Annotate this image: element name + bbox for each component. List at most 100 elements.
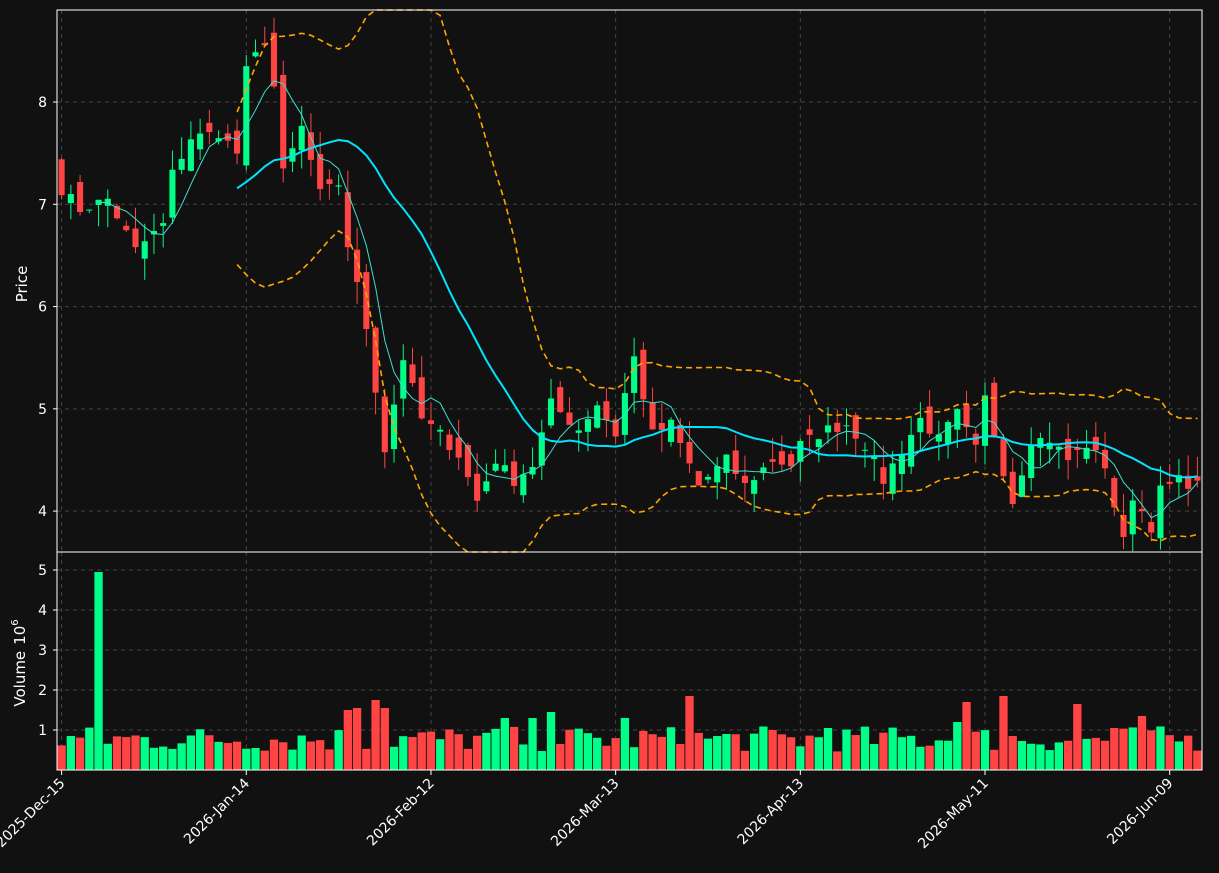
candle-body [418,377,425,419]
candle-body [963,404,970,428]
grid-layer [57,10,1202,770]
candle-body [400,360,407,399]
volume-bar [519,744,528,770]
panel-frames [56,9,1203,771]
volume-bar [786,737,796,770]
volume-bar [195,729,205,770]
volume-bar [1110,728,1119,770]
candle-body [187,139,194,171]
volume-axis-label: Volume 106 [10,619,29,706]
volume-bar [269,739,279,770]
volume-bar [325,749,334,770]
candle-body [289,148,296,162]
volume-bar [934,740,943,770]
slow-ma-line [236,138,1198,479]
candle-body [538,432,545,466]
candle-body [861,449,869,451]
volume-bar [796,746,805,770]
candle-body [150,231,158,235]
candle-body [898,454,905,475]
candle-body [603,401,610,420]
volume-bar [1156,726,1165,770]
candle-body [77,182,84,213]
candle-body [566,412,573,425]
volume-bar [750,733,759,770]
candle-body [871,456,878,460]
volume-axis-label-exp: 10 [11,626,29,645]
candle-body [1046,442,1053,450]
candle-body [788,454,795,467]
volume-bar [546,712,556,770]
candle-body [981,395,989,446]
fast-ma-line [98,80,1198,519]
volume-bar [676,744,685,770]
volume-bar [1082,738,1091,770]
candle-body [1157,485,1164,539]
volume-bar [491,728,500,770]
candle-body [427,420,435,424]
candle-body [1055,446,1062,450]
volume-panel-frame [56,551,1203,771]
candle-body [446,434,453,451]
volume-bar [1165,735,1174,770]
volume-bar [556,743,565,770]
volume-bar [842,729,851,770]
candle-body [252,52,259,57]
volume-bar [177,743,186,770]
volume-bar [537,751,546,770]
candle-body [1194,476,1201,481]
volume-bar [583,733,593,770]
volume-bar [1100,740,1110,770]
volume-bar [482,732,491,770]
candle-body [169,169,176,218]
candle-body [492,463,499,471]
volume-bar [214,741,223,770]
candle-body [575,430,582,433]
price-tick-label: 7 [38,197,47,213]
candle-body [547,398,555,426]
volume-bar [279,742,288,770]
volume-bar [371,700,380,770]
candle-body [243,66,250,166]
volume-bar [639,730,648,770]
volume-bar [159,746,168,770]
candle-body [760,467,767,474]
candle-body [317,154,324,190]
candle-body [372,327,379,393]
volume-bar [1036,744,1045,770]
candle-body [714,466,721,483]
volume-bar [528,718,537,770]
candle-body [206,122,213,132]
candle-body [1120,514,1127,537]
volume-bar [593,737,602,770]
volume-bar [288,749,297,770]
candle-body [1028,445,1035,479]
candle-body [908,434,915,467]
candle-body [1129,500,1136,535]
volume-bar [953,722,962,770]
volume-bar [1183,735,1193,770]
candle-body [677,424,684,443]
volume-bar [140,737,149,770]
candle-body [123,225,130,231]
volume-bar [251,747,260,770]
candle-body [1101,449,1109,469]
candle-body [631,356,638,393]
candle-body [307,132,314,160]
volume-bar [805,735,814,770]
candle-body [1111,477,1118,508]
volume-bar [306,741,316,770]
candle-body [769,459,776,462]
candle-body [298,125,305,151]
candle-body [843,425,850,427]
candle-body [686,441,693,464]
volume-bar [823,728,833,770]
volume-bar [999,696,1008,770]
price-tick-label: 6 [38,300,47,316]
volume-bar [131,735,140,770]
candle-body [889,463,896,494]
candle-body [390,404,398,450]
volume-bar [168,748,177,770]
price-axis-label: Price [13,266,31,303]
volume-bar [223,742,232,770]
